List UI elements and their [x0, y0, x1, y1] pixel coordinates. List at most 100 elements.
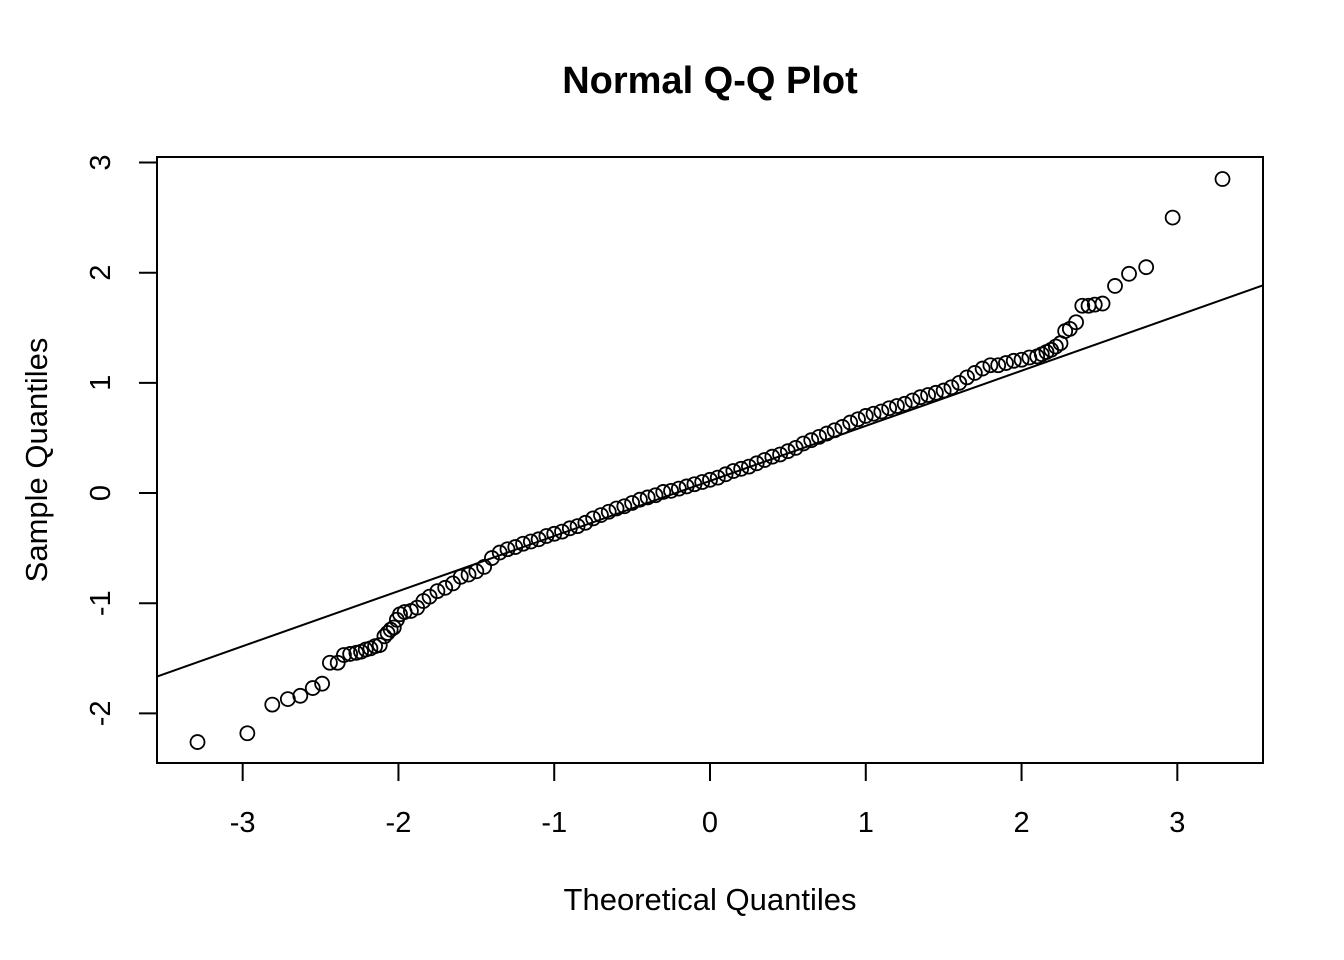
data-point [1138, 259, 1155, 276]
x-tick-label: 1 [858, 807, 874, 839]
data-point [189, 734, 206, 750]
data-point [336, 647, 352, 663]
data-point [437, 579, 454, 596]
data-point [546, 525, 563, 542]
data-point [608, 500, 625, 517]
data-point [452, 568, 469, 585]
data-point [1047, 338, 1064, 355]
x-tick-label: 2 [1013, 807, 1029, 839]
data-point [421, 588, 438, 605]
data-point [966, 365, 983, 381]
data-point [499, 541, 516, 558]
data-point [772, 446, 788, 463]
data-point [686, 476, 703, 493]
y-tick-label: 2 [85, 265, 117, 281]
data-point [982, 357, 999, 374]
data-point [881, 400, 898, 417]
data-point [1068, 314, 1084, 331]
data-point [787, 439, 804, 456]
data-point [561, 520, 578, 537]
data-point [803, 432, 820, 449]
data-point [818, 425, 835, 442]
data-point [484, 550, 500, 566]
data-point [865, 405, 882, 422]
data-point [647, 487, 664, 504]
data-point [709, 469, 726, 486]
data-point [1074, 297, 1091, 314]
data-point [577, 514, 594, 531]
data-point [522, 533, 539, 550]
x-axis-title: Theoretical Quantiles [564, 882, 857, 917]
data-point [779, 443, 796, 460]
data-point [538, 528, 555, 544]
data-point [927, 384, 944, 401]
data-point [616, 498, 633, 515]
data-point [663, 482, 679, 499]
data-point [655, 484, 672, 500]
data-point [385, 619, 402, 636]
data-point [990, 357, 1007, 374]
data-point [624, 495, 641, 511]
data-point [1094, 295, 1111, 312]
data-point [857, 408, 874, 424]
data-point [491, 544, 508, 561]
chart-title: Normal Q-Q Plot [562, 60, 858, 102]
data-point [912, 389, 929, 406]
data-point [920, 387, 936, 403]
data-point [1086, 296, 1103, 313]
data-point [1005, 352, 1022, 369]
data-point [974, 360, 991, 377]
plot-area [156, 171, 1264, 750]
data-point [569, 518, 586, 535]
data-point [748, 455, 765, 472]
y-tick-label: -1 [85, 590, 117, 616]
data-points [189, 171, 1231, 750]
data-point [632, 491, 648, 508]
data-point [811, 428, 827, 445]
data-point [530, 531, 547, 548]
data-point [834, 419, 851, 435]
data-point [554, 523, 570, 540]
data-point [670, 480, 687, 497]
data-point [292, 687, 309, 704]
data-point [304, 680, 321, 696]
data-point [1121, 265, 1137, 282]
y-tick-label: 1 [85, 375, 117, 391]
data-point [717, 466, 734, 483]
data-point [741, 458, 757, 475]
data-point [429, 583, 446, 600]
data-point [678, 478, 695, 495]
data-point [639, 489, 656, 506]
x-tick-label: -1 [541, 807, 567, 839]
data-point [826, 422, 843, 439]
y-axis-title: Sample Quantiles [19, 338, 54, 583]
data-point [795, 435, 812, 452]
data-point [593, 507, 609, 523]
data-point [756, 452, 773, 468]
data-point [515, 535, 531, 552]
data-point [935, 382, 952, 399]
data-point [725, 463, 742, 479]
y-tick-label: -2 [85, 701, 117, 727]
data-point [904, 392, 921, 409]
data-point [873, 403, 890, 420]
data-point [896, 395, 913, 412]
y-axis: -2 -1 0 1 2 3 [85, 154, 157, 726]
data-point [1013, 351, 1030, 368]
data-point [764, 448, 781, 465]
data-point [468, 563, 485, 580]
data-point [850, 411, 866, 428]
y-tick-label: 3 [85, 154, 117, 170]
data-point [959, 369, 975, 386]
data-point [998, 355, 1014, 371]
x-axis: -3 -2 -1 0 1 2 3 [230, 763, 1185, 839]
data-point [733, 460, 750, 477]
data-point [322, 654, 338, 671]
data-point [239, 725, 256, 742]
y-tick-label: 0 [85, 485, 117, 501]
data-point [585, 510, 602, 527]
data-point [460, 566, 477, 583]
data-point [264, 696, 281, 713]
plot-frame [156, 156, 1264, 764]
